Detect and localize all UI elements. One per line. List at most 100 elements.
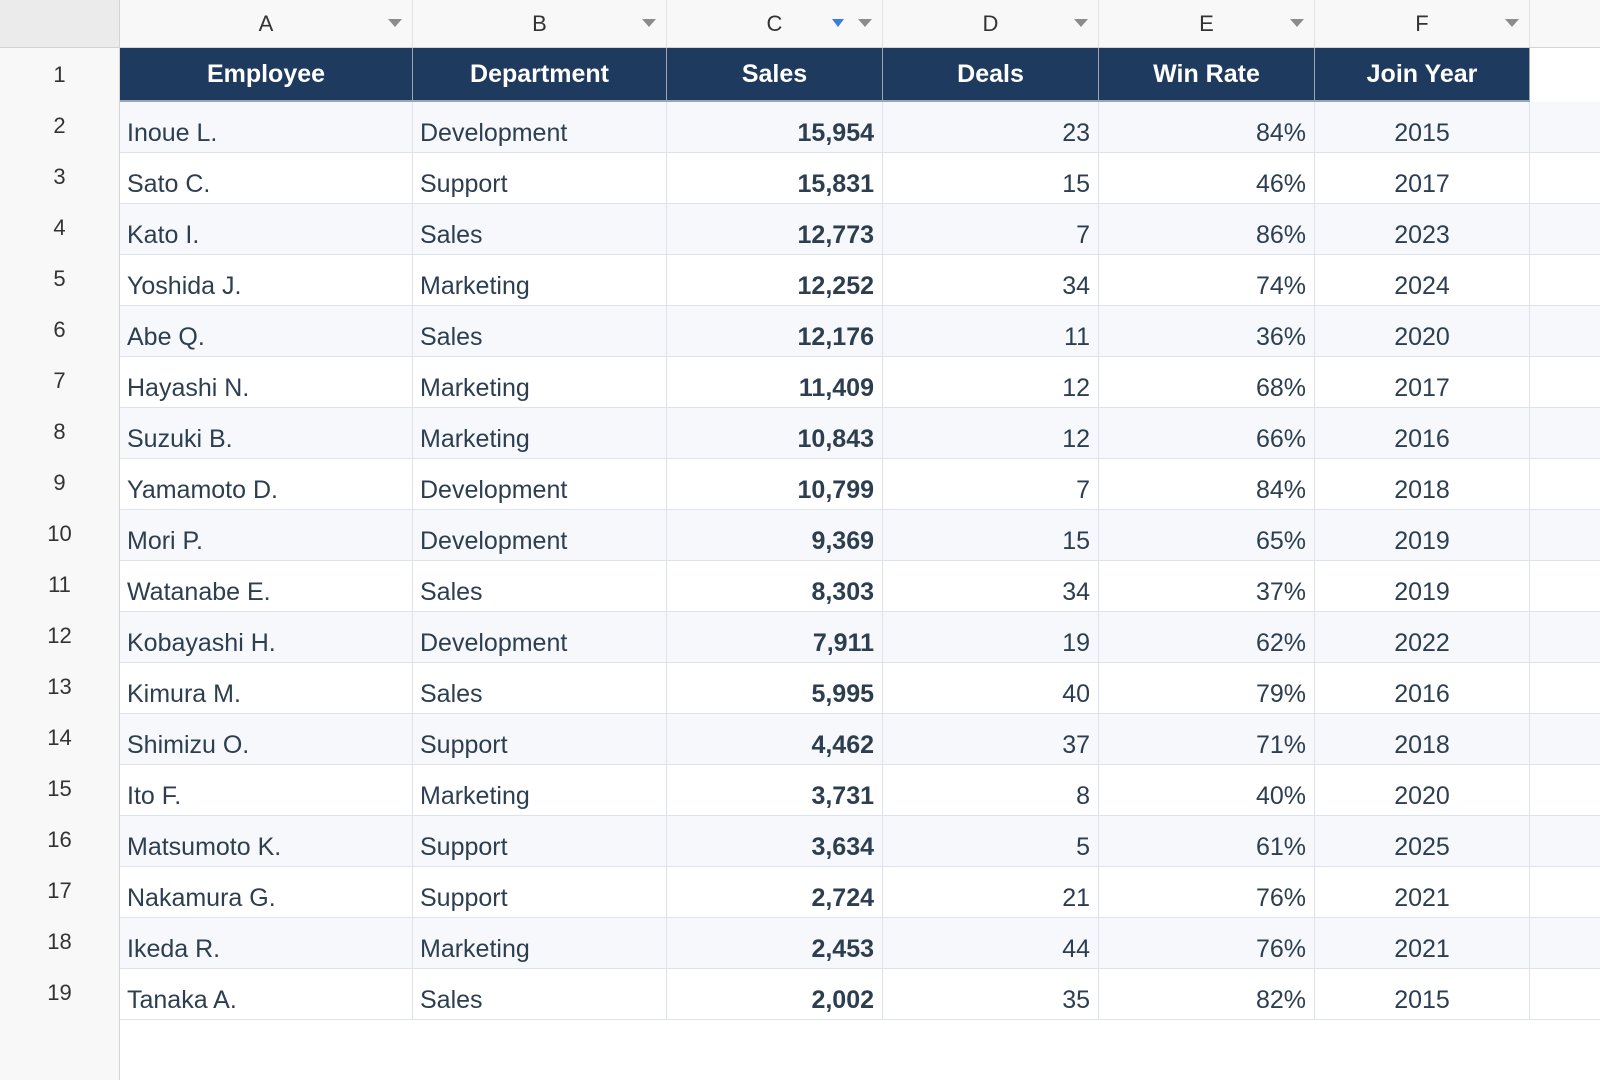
filter-dropdown-icon[interactable] [1290,19,1304,27]
cell-win-rate[interactable]: 62% [1099,612,1315,662]
cell-join-year[interactable]: 2019 [1315,510,1530,560]
cell-sales[interactable]: 15,831 [667,153,883,203]
empty-cell[interactable] [1530,714,1600,764]
cell-employee[interactable]: Matsumoto K. [120,816,413,866]
filter-dropdown-icon[interactable] [1074,19,1088,27]
row-header[interactable]: 3 [53,164,66,189]
cell-employee[interactable]: Ikeda R. [120,918,413,968]
cell-win-rate[interactable]: 76% [1099,867,1315,917]
filter-dropdown-icon[interactable] [858,19,872,27]
cell-join-year[interactable]: 2015 [1315,102,1530,152]
cell-sales[interactable]: 5,995 [667,663,883,713]
row-header[interactable]: 10 [47,521,72,546]
cell-department[interactable]: Support [413,816,667,866]
cell-department[interactable]: Support [413,714,667,764]
cell-sales[interactable]: 2,724 [667,867,883,917]
cell-sales[interactable]: 15,954 [667,102,883,152]
column-header-c[interactable]: C [667,0,883,47]
row-header[interactable]: 8 [53,419,66,444]
cell-department[interactable]: Development [413,612,667,662]
column-header-e[interactable]: E [1099,0,1315,47]
cell-employee[interactable]: Tanaka A. [120,969,413,1019]
cell-sales[interactable]: 10,799 [667,459,883,509]
header-cell-deals[interactable]: Deals [883,48,1099,100]
cell-department[interactable]: Sales [413,561,667,611]
cell-join-year[interactable]: 2021 [1315,918,1530,968]
cell-employee[interactable]: Shimizu O. [120,714,413,764]
cell-win-rate[interactable]: 37% [1099,561,1315,611]
empty-cell[interactable] [1530,765,1600,815]
cell-deals[interactable]: 5 [883,816,1099,866]
cell-join-year[interactable]: 2017 [1315,153,1530,203]
cell-win-rate[interactable]: 82% [1099,969,1315,1019]
row-header[interactable]: 12 [47,623,72,648]
cell-sales[interactable]: 12,252 [667,255,883,305]
empty-cell[interactable] [1530,459,1600,509]
column-header-d[interactable]: D [883,0,1099,47]
cell-sales[interactable]: 3,634 [667,816,883,866]
empty-cell[interactable] [1530,306,1600,356]
cell-deals[interactable]: 35 [883,969,1099,1019]
cell-join-year[interactable]: 2016 [1315,663,1530,713]
cell-sales[interactable]: 3,731 [667,765,883,815]
cell-join-year[interactable]: 2017 [1315,357,1530,407]
cell-employee[interactable]: Watanabe E. [120,561,413,611]
cell-employee[interactable]: Kimura M. [120,663,413,713]
row-header[interactable]: 13 [47,674,72,699]
cell-department[interactable]: Marketing [413,357,667,407]
cell-win-rate[interactable]: 79% [1099,663,1315,713]
row-header[interactable]: 5 [53,266,66,291]
filter-dropdown-icon[interactable] [1505,19,1519,27]
cell-deals[interactable]: 7 [883,459,1099,509]
cell-department[interactable]: Development [413,459,667,509]
row-header[interactable]: 1 [53,62,66,87]
cell-sales[interactable]: 12,176 [667,306,883,356]
empty-cell[interactable] [1530,510,1600,560]
header-cell-department[interactable]: Department [413,48,667,100]
cell-deals[interactable]: 44 [883,918,1099,968]
cell-join-year[interactable]: 2022 [1315,612,1530,662]
cell-join-year[interactable]: 2020 [1315,765,1530,815]
column-header-a[interactable]: A [120,0,413,47]
empty-cell[interactable] [1530,153,1600,203]
cell-department[interactable]: Marketing [413,255,667,305]
cell-deals[interactable]: 19 [883,612,1099,662]
cell-department[interactable]: Sales [413,969,667,1019]
cell-join-year[interactable]: 2016 [1315,408,1530,458]
empty-cell[interactable] [1530,816,1600,866]
cell-sales[interactable]: 9,369 [667,510,883,560]
empty-cell[interactable] [1530,255,1600,305]
row-header[interactable]: 17 [47,878,72,903]
cell-sales[interactable]: 10,843 [667,408,883,458]
row-header[interactable]: 18 [47,929,72,954]
cell-department[interactable]: Sales [413,306,667,356]
row-header[interactable]: 11 [48,572,71,597]
cell-department[interactable]: Development [413,102,667,152]
cell-department[interactable]: Support [413,867,667,917]
empty-cell[interactable] [1530,918,1600,968]
cell-win-rate[interactable]: 84% [1099,102,1315,152]
cell-deals[interactable]: 7 [883,204,1099,254]
cell-join-year[interactable]: 2021 [1315,867,1530,917]
cell-sales[interactable]: 7,911 [667,612,883,662]
cell-employee[interactable]: Yamamoto D. [120,459,413,509]
cell-win-rate[interactable]: 36% [1099,306,1315,356]
cell-deals[interactable]: 23 [883,102,1099,152]
column-header-b[interactable]: B [413,0,667,47]
cell-department[interactable]: Sales [413,204,667,254]
header-cell-join-year[interactable]: Join Year [1315,48,1530,100]
row-header[interactable]: 19 [47,980,72,1005]
cell-deals[interactable]: 8 [883,765,1099,815]
cell-department[interactable]: Support [413,153,667,203]
filter-dropdown-icon[interactable] [388,19,402,27]
cell-deals[interactable]: 12 [883,408,1099,458]
cell-deals[interactable]: 40 [883,663,1099,713]
cell-join-year[interactable]: 2023 [1315,204,1530,254]
cell-sales[interactable]: 12,773 [667,204,883,254]
cell-deals[interactable]: 11 [883,306,1099,356]
cell-employee[interactable]: Nakamura G. [120,867,413,917]
cell-win-rate[interactable]: 74% [1099,255,1315,305]
cell-department[interactable]: Marketing [413,765,667,815]
cell-win-rate[interactable]: 66% [1099,408,1315,458]
cell-join-year[interactable]: 2019 [1315,561,1530,611]
